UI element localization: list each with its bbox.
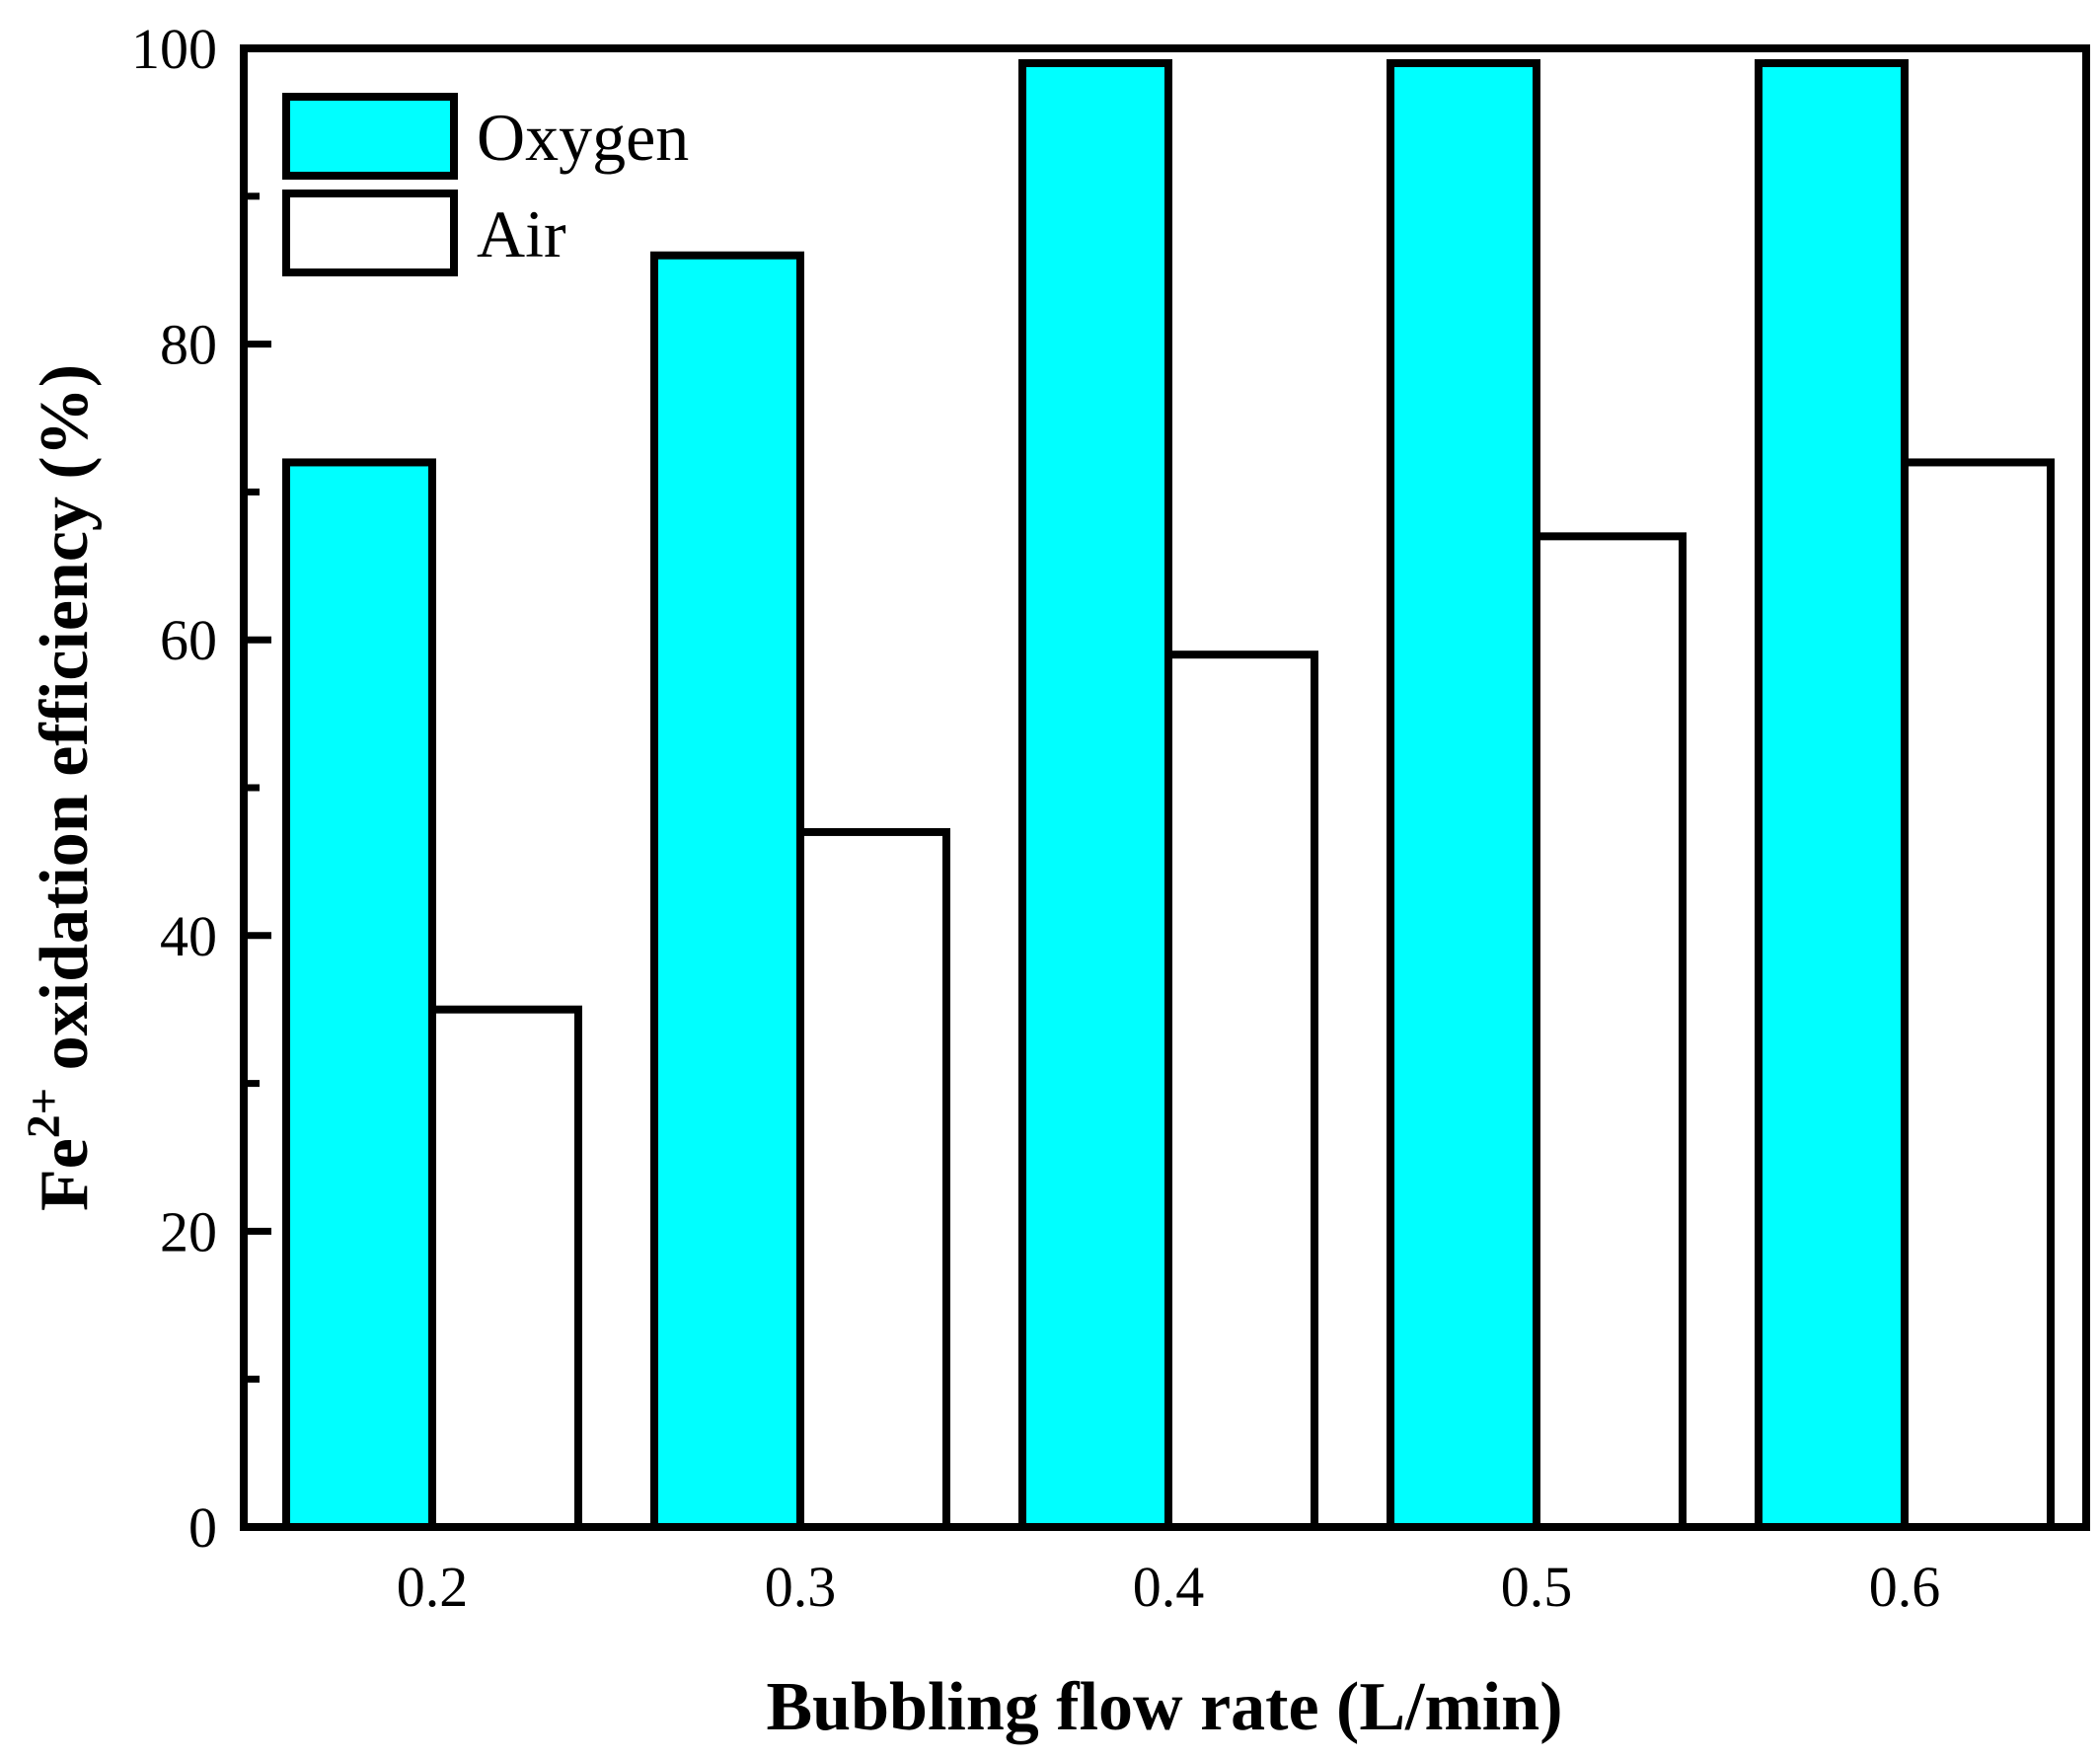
bar-oxygen-0.6: [1755, 58, 1909, 1532]
legend-swatch-oxygen: [282, 93, 458, 180]
bar-air-0.3: [796, 827, 950, 1531]
y-tick-label: 60: [160, 608, 217, 672]
bar-oxygen-0.4: [1018, 58, 1172, 1532]
ticks-layer: [244, 44, 271, 1531]
y-axis-title: Fe2+ oxidation efficiency (%): [18, 364, 103, 1211]
legend-label-air: Air: [477, 196, 566, 271]
bar-air-0.5: [1533, 532, 1687, 1531]
bar-air-0.2: [428, 1005, 582, 1531]
y-tick-label: 40: [160, 904, 217, 968]
bar-air-0.4: [1164, 650, 1318, 1531]
x-tick-label: 0.5: [1501, 1555, 1573, 1619]
x-tick-label: 0.2: [397, 1555, 469, 1619]
legend-swatch-air: [282, 190, 458, 276]
x-tick-label: 0.4: [1133, 1555, 1205, 1619]
x-tick-labels: 0.2 0.3 0.4 0.5 0.6: [397, 1555, 1941, 1619]
bar-air-0.6: [1901, 458, 2055, 1532]
y-tick-label: 20: [160, 1199, 217, 1263]
y-tick-label: 80: [160, 313, 217, 377]
bar-oxygen-0.2: [282, 458, 436, 1532]
legend: Oxygen Air: [282, 93, 689, 276]
x-tick-label: 0.3: [765, 1555, 837, 1619]
y-axis-title-prefix: Fe: [27, 1138, 103, 1211]
bar-oxygen-0.5: [1387, 58, 1540, 1532]
y-tick-labels: 0 20 40 60 80 100: [131, 17, 217, 1560]
x-axis-title: Bubbling flow rate (L/min): [766, 1669, 1562, 1745]
y-tick-label: 100: [131, 17, 217, 81]
y-axis-title-suffix: oxidation efficiency (%): [27, 364, 103, 1088]
bars-layer: [282, 58, 2055, 1532]
y-tick-label: 0: [188, 1495, 217, 1560]
bar-oxygen-0.3: [650, 251, 804, 1532]
x-tick-label: 0.6: [1869, 1555, 1941, 1619]
y-axis-title-superscript: 2+: [18, 1088, 70, 1138]
legend-label-oxygen: Oxygen: [477, 100, 689, 175]
